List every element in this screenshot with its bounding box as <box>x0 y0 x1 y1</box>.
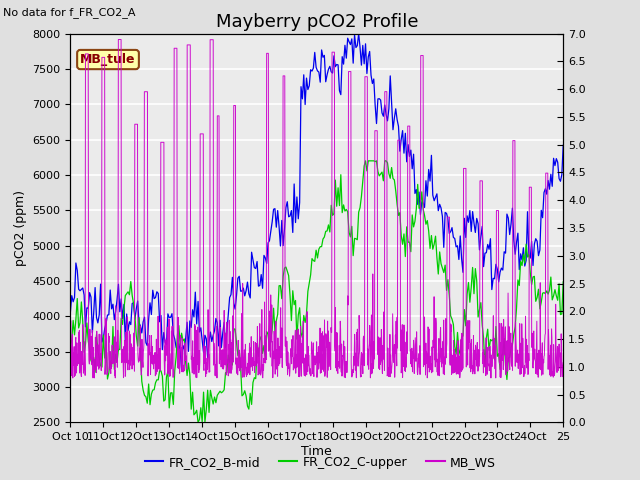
Legend: FR_CO2_B-mid, FR_CO2_C-upper, MB_WS: FR_CO2_B-mid, FR_CO2_C-upper, MB_WS <box>140 451 500 474</box>
Text: No data for f_FR_CO2_A: No data for f_FR_CO2_A <box>3 7 136 18</box>
Y-axis label: pCO2 (ppm): pCO2 (ppm) <box>14 190 27 266</box>
Text: MB_tule: MB_tule <box>80 53 136 66</box>
X-axis label: Time: Time <box>301 445 332 458</box>
Title: Mayberry pCO2 Profile: Mayberry pCO2 Profile <box>216 12 418 31</box>
